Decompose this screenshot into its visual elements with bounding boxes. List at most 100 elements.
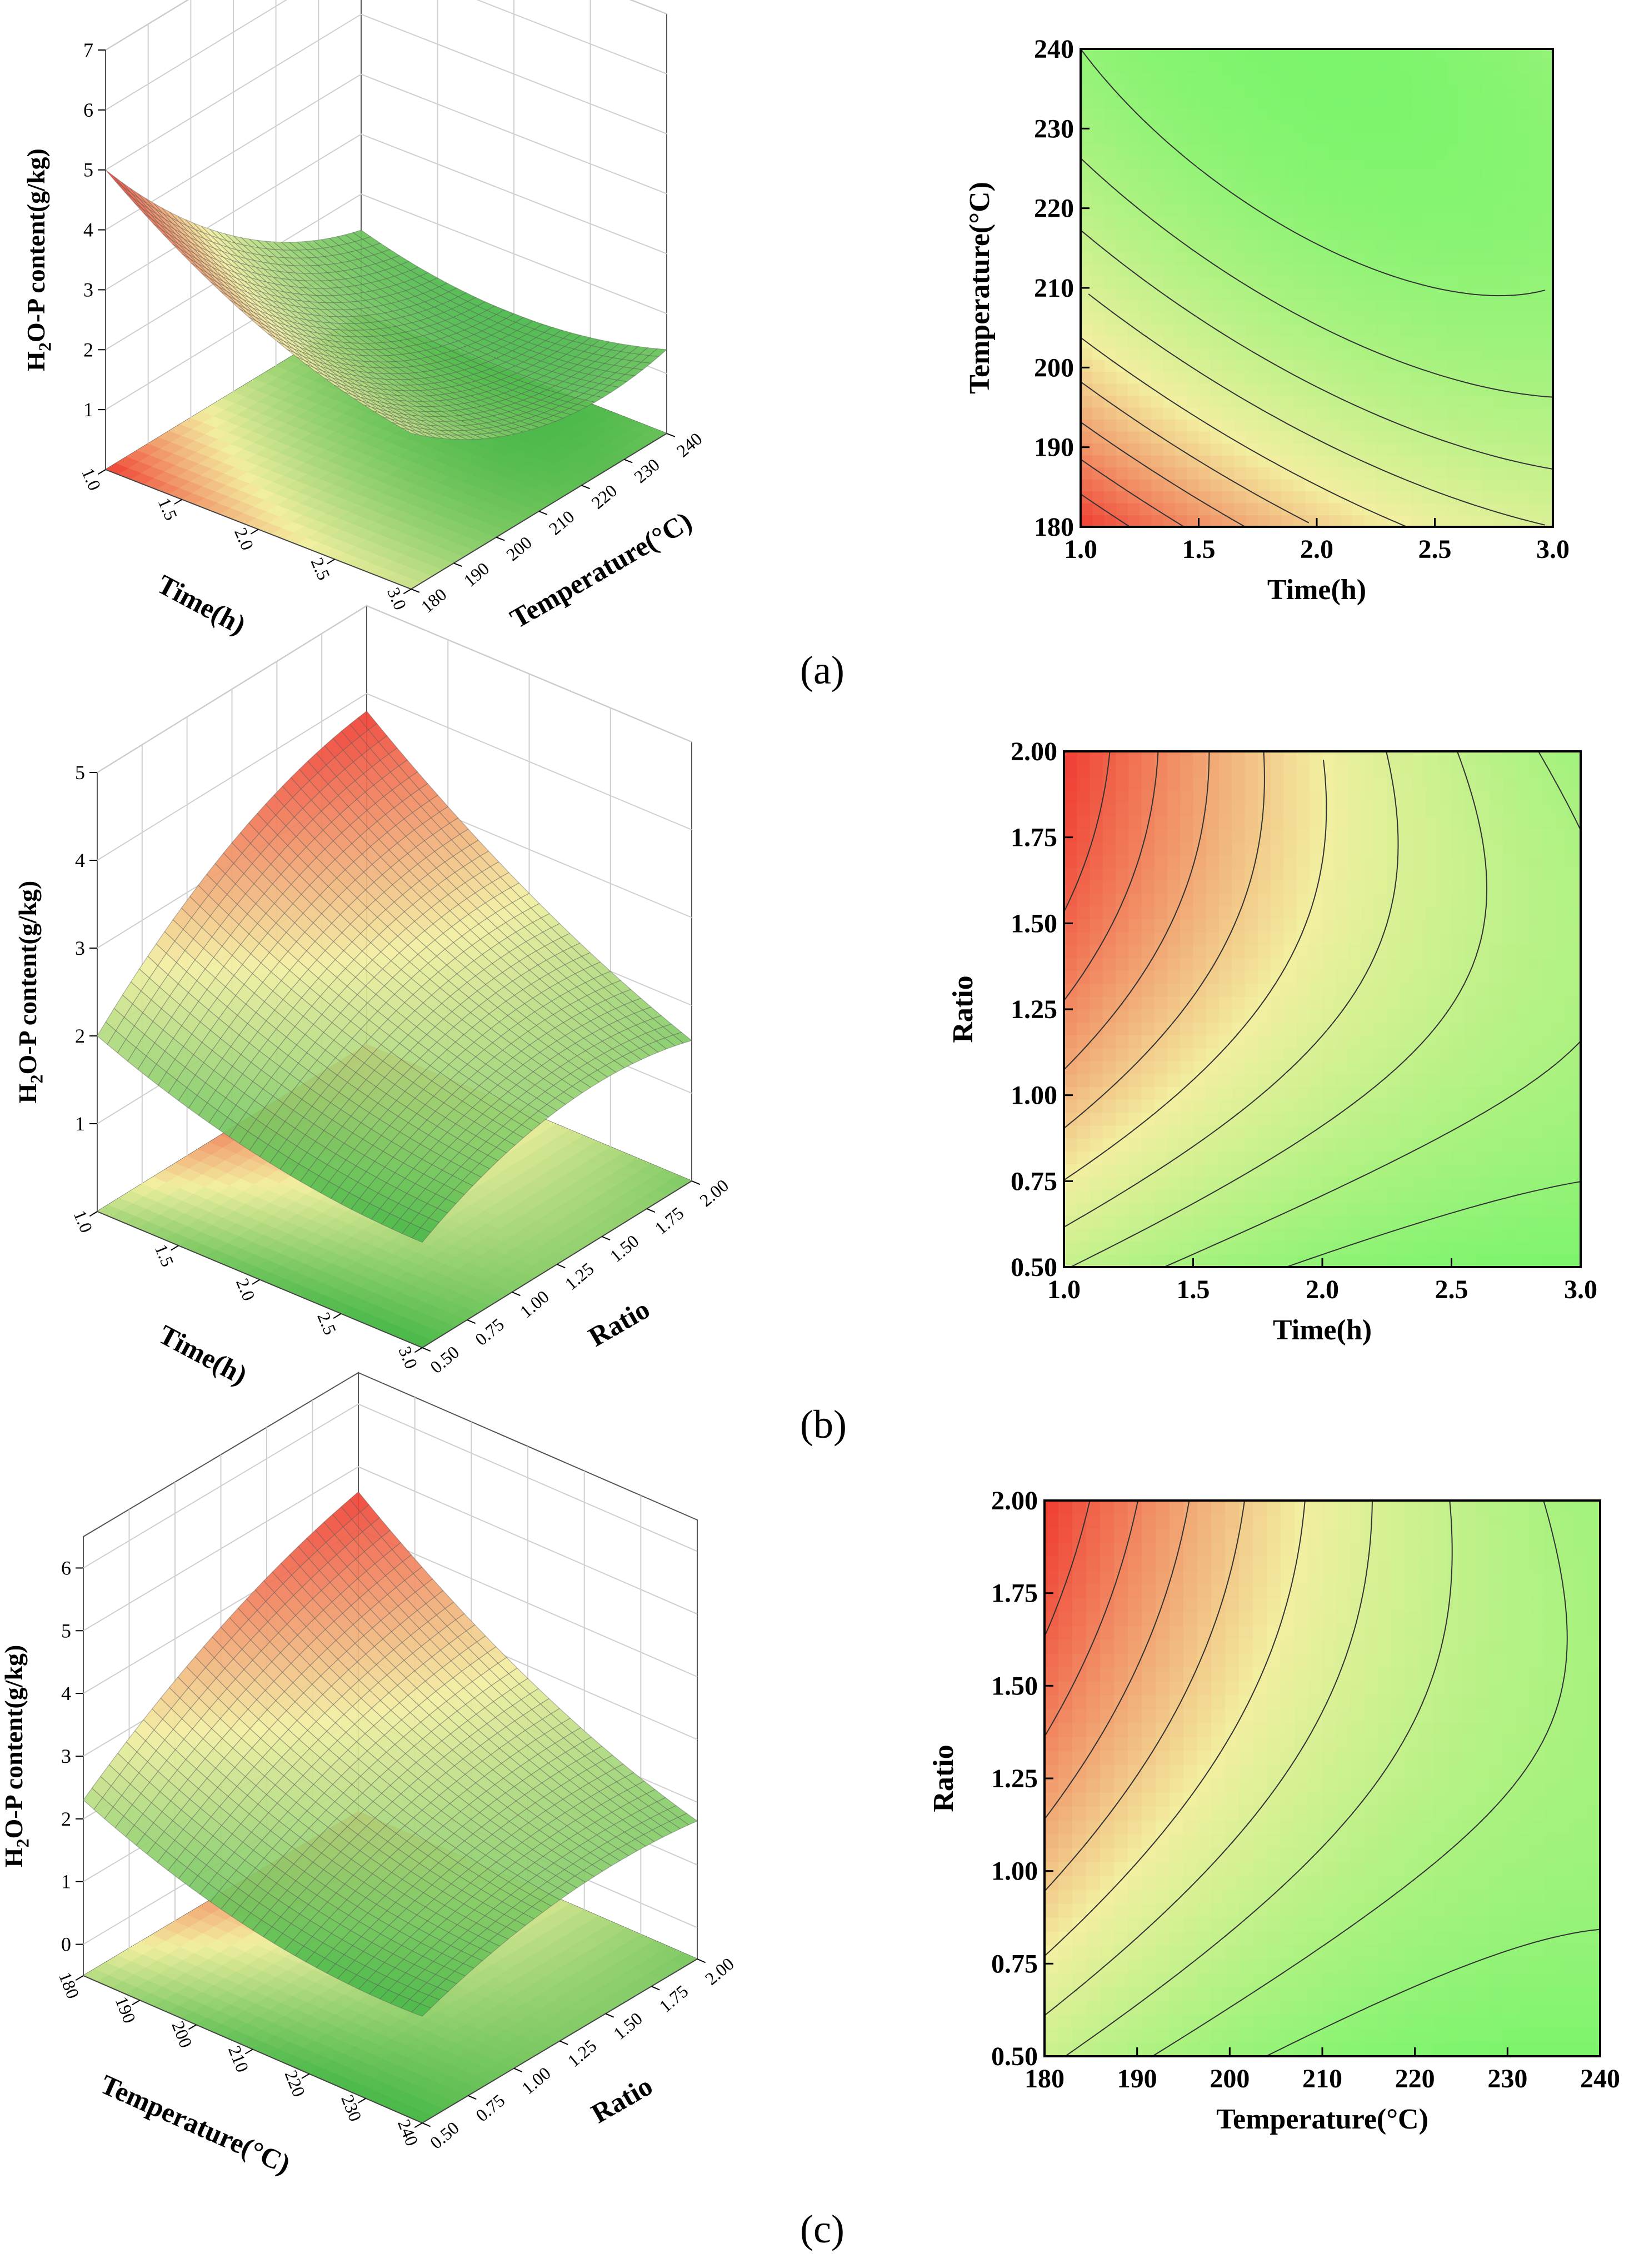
contour-cell [1270,49,1282,61]
contour-cell [1064,893,1077,906]
contour-cell [1199,491,1211,504]
contour-cell [1530,168,1542,181]
contour-cell [1140,85,1152,97]
contour-cell [1116,121,1128,133]
contour-cell [1270,157,1282,169]
contour-cell [1364,216,1376,228]
contour-cell [1447,479,1459,491]
contour-cell [1305,216,1317,228]
contour-cell [1541,49,1553,61]
contour-cell [1530,109,1542,121]
contour-cell [1175,372,1187,384]
contour-cell [1092,85,1105,97]
contour-cell [1447,336,1459,348]
contour-cell [1152,396,1164,408]
contour-cell [1494,324,1506,336]
contour-cell [1234,360,1246,372]
contour-cell [1163,144,1176,157]
contour-cell [1423,383,1435,396]
contour-cell [1246,300,1258,312]
contour-cell [1494,252,1506,265]
contour-cell [1447,467,1459,480]
contour-cell [1423,515,1435,527]
contour-cell [1411,240,1423,252]
contour-cell [1105,228,1117,241]
contour-cell [1470,264,1482,276]
contour-cell [1458,144,1471,157]
contour-cell [1234,467,1246,480]
contour-cell [1517,49,1530,61]
contour-cell [1281,192,1293,205]
contour-cell [1293,192,1306,205]
contour-cell [1328,181,1341,193]
contour-cell [1423,61,1435,73]
contour-cell [1175,181,1187,193]
contour-cell [1116,276,1128,288]
contour-cell [1494,97,1506,109]
contour-cell [1081,324,1093,336]
contour-cell [1105,276,1117,288]
contour-cell [1423,168,1435,181]
contour-cell [1400,49,1412,61]
contour-cell [1447,288,1459,300]
contour-cell [1152,133,1164,145]
contour-cell [1258,85,1270,97]
contour-cell [1092,276,1105,288]
contour-cell [1163,252,1176,265]
contour-cell [1530,61,1542,73]
contour-cell [1352,396,1365,408]
contour-cell [1234,383,1246,396]
contour-cell [1458,216,1471,228]
contour-cell [1400,491,1412,504]
contour-cell [1105,73,1117,85]
contour-cell [1494,515,1506,527]
contour-cell [1258,515,1270,527]
contour-cell [1388,491,1400,504]
contour-cell [1388,312,1400,324]
contour-cell [1270,133,1282,145]
contour-cell [1270,216,1282,228]
contour-cell [1388,288,1400,300]
contour-cell [1328,168,1341,181]
contour-cell [1246,443,1258,456]
contour-cell [1081,467,1093,480]
contour-cell [1328,133,1341,145]
contour-cell [1152,467,1164,480]
contour-cell [1400,264,1412,276]
contour-cell [1163,264,1176,276]
contour-cell [1352,312,1365,324]
contour-cell [1092,144,1105,157]
contour-cell [1258,252,1270,265]
contour-cell [1376,515,1388,527]
contour-cell [1270,443,1282,456]
contour-cell [1187,144,1199,157]
contour-cell [1128,144,1140,157]
contour-cell [1105,467,1117,480]
y-tick [602,1237,610,1240]
y-tick [454,563,462,566]
contour-cell [1211,109,1223,121]
contour-cell [1105,61,1117,73]
contour-cell [1341,360,1353,372]
contour-cell [1376,97,1388,109]
contour-cell [1400,157,1412,169]
contour-cell [1530,264,1542,276]
contour-cell [1506,491,1518,504]
contour-cell [1541,324,1553,336]
contour-cell [1128,420,1140,432]
contour-cell [1246,216,1258,228]
contour-cell [1506,192,1518,205]
contour-cell [1222,491,1235,504]
contour-cell [1506,407,1518,420]
contour-cell [1328,228,1341,241]
contour-cell [1530,228,1542,241]
contour-cell [1187,264,1199,276]
contour-cell [1163,121,1176,133]
contour-cell [1494,276,1506,288]
contour-cell [1128,443,1140,456]
x-axis-label: Time(h) [154,1319,253,1391]
contour-cell [1234,372,1246,384]
contour-cell [1116,515,1128,527]
contour-cell [1199,240,1211,252]
y-tick [539,511,547,515]
